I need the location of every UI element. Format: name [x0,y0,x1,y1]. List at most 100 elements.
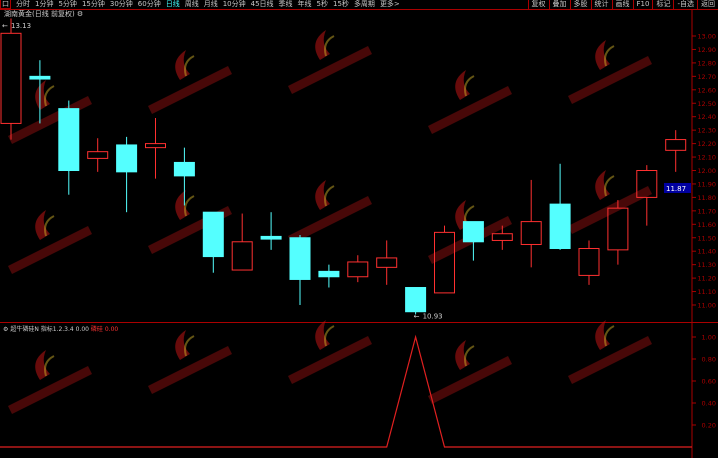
candle-body [607,207,629,251]
period-tab[interactable]: 5秒 [316,0,329,8]
period-tab[interactable]: 30分钟 [109,0,133,8]
period-tab[interactable]: 1分钟 [35,0,54,8]
watermark-logo [44,85,55,107]
watermark-logo [567,185,653,235]
indicator-tick-label: 0.20 [702,422,716,430]
indicator-params: 指标1.2.3.4 0.00 [40,326,89,333]
toolbar-button[interactable]: F10 [632,0,653,9]
toolbar-button[interactable]: 返回 [697,0,718,9]
toolbar-button[interactable]: 统计 [590,0,612,9]
y-tick-label: 12.90 [697,46,716,54]
indicator-label: 磷硅 [90,326,103,333]
watermark-logo [464,75,475,97]
candle-body [405,287,427,313]
watermark-logo [455,340,470,370]
title-text: 湖南黄金(日线 前复权) [4,10,75,18]
y-tick-label: 13.00 [697,33,716,41]
watermark-logo [287,195,373,245]
y-tick-label: 12.00 [697,167,716,175]
watermark-logo [315,320,330,350]
watermark-logo [595,320,610,350]
period-tab[interactable]: 多周期 [353,0,375,8]
watermark-logo [175,50,190,80]
toolbar-button[interactable]: 标记 [652,0,673,9]
high-label: 13.13 [11,22,31,30]
toolbar-button[interactable]: 复权 [527,0,549,9]
period-tab[interactable]: 15分钟 [81,0,105,8]
settings-icon[interactable]: ⚙ [76,10,84,18]
watermark-logo [427,355,513,405]
watermark-logo [315,180,330,210]
toolbar-button[interactable]: 叠加 [548,0,570,9]
y-tick-label: 11.70 [697,207,716,215]
toolbar-button[interactable]: 多股 [569,0,591,9]
toolbar-button[interactable]: 画线 [611,0,633,9]
settings-icon[interactable]: ⚙ [3,326,9,333]
period-tab[interactable]: 周线 [184,0,199,8]
period-tab[interactable]: 月线 [203,0,218,8]
period-tab[interactable]: 分时 [16,0,30,8]
candle-body [636,170,658,198]
indicator-value: 0.00 [104,326,119,333]
y-tick-label: 11.30 [697,261,716,269]
candle-body [145,143,166,149]
watermark-logo [35,350,50,380]
candle-body [347,261,369,278]
period-tab[interactable]: 年线 [297,0,312,8]
stock-title: 湖南黄金(日线 前复权) ⚙ [4,10,83,19]
watermark-logo [175,330,190,360]
watermark-logo [324,35,335,57]
period-tab[interactable]: 更多> [379,0,400,8]
candle-body [260,235,282,240]
toolbar-button[interactable]: -自选 [673,0,697,9]
indicator-tick-label: 0.40 [702,400,716,408]
low-arrow: ← [414,312,420,320]
watermark-logo [567,55,653,105]
watermark-logo [604,325,615,347]
candle-body [462,221,484,243]
y-tick-label: 12.80 [697,59,716,67]
candle-body [87,151,109,159]
y-tick-label: 11.90 [697,180,716,188]
y-tick-label: 12.10 [697,154,716,162]
watermark-logo [287,45,373,95]
current-price: 11.87 [666,185,686,193]
low-label: 10.93 [423,312,443,320]
layout-button[interactable]: 口 [0,0,11,9]
period-tab[interactable]: 5分钟 [58,0,77,8]
period-tab[interactable]: 45日线 [250,0,274,8]
period-tab[interactable]: 15秒 [333,0,349,8]
candle-body [289,237,311,280]
watermark-logo [184,195,195,217]
watermark-logo [35,210,50,240]
y-tick-label: 12.30 [697,127,716,135]
watermark-logo [604,175,615,197]
candle-body [549,203,571,250]
watermark-logo [175,190,190,220]
watermark-logo [35,80,50,110]
candle-body [578,248,600,276]
indicator-name[interactable]: 超牛磷硅N [10,326,39,333]
period-tab[interactable]: 日线 [165,0,180,8]
indicator-tick-label: 1.00 [702,334,716,342]
period-tab[interactable]: 季线 [278,0,293,8]
y-tick-label: 12.60 [697,86,716,94]
period-toolbar: 口分时 1分钟 5分钟 15分钟 30分钟 60分钟 日线 周线 月线 10分钟 45日线 季线 年线 5… [0,0,500,9]
indicator-tick-label: 0.60 [702,378,716,386]
watermark-logo [595,40,610,70]
watermark-logo [464,345,475,367]
y-tick-label: 11.50 [697,234,716,242]
watermark-logo [7,95,93,145]
candle-body [58,108,80,171]
y-tick-label: 11.80 [697,194,716,202]
candle-body [318,270,340,278]
indicator-line [0,334,692,448]
watermark-logo [455,70,470,100]
period-tab[interactable]: 10分钟 [222,0,246,8]
candle-body [231,241,253,271]
period-tab[interactable]: 60分钟 [137,0,161,8]
watermark-logo [324,185,335,207]
y-tick-label: 12.50 [697,100,716,108]
current-price-tag [664,182,691,193]
